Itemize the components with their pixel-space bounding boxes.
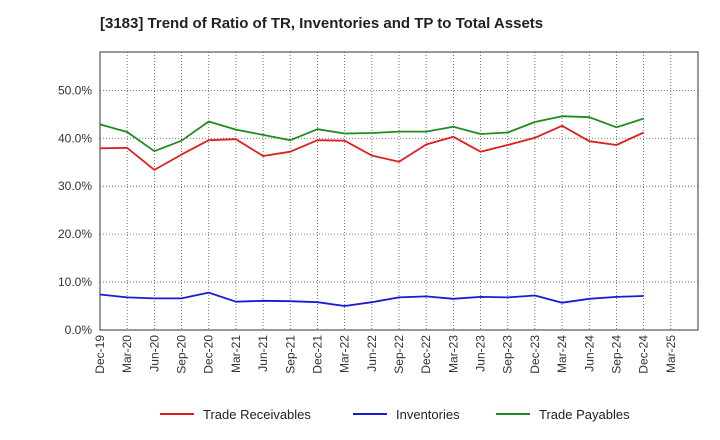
y-tick-label: 10.0%	[58, 275, 92, 289]
x-tick-label: Sep-23	[501, 335, 515, 374]
x-tick-label: Sep-22	[392, 335, 406, 374]
x-axis: Dec-19 Mar-20 Jun-20 Sep-20 Dec-20 Mar-21 Jun-…	[93, 335, 678, 374]
legend-label-inventories: Inventories	[396, 407, 460, 422]
x-tick-label: Dec-19	[93, 335, 107, 374]
series-line-trade-receivables	[99, 124, 644, 171]
series-line-trade-payables	[99, 115, 644, 153]
series-line-inventories	[99, 291, 644, 307]
x-tick-label: Dec-21	[310, 335, 324, 374]
legend: Trade Receivables Inventories Trade Payabl…	[160, 407, 630, 422]
x-tick-label: Jun-21	[256, 335, 270, 372]
x-tick-label: Jun-23	[474, 335, 488, 372]
legend-label-trade-payables: Trade Payables	[539, 407, 630, 422]
chart-title: [3183] Trend of Ratio of TR, Inventories…	[100, 15, 544, 32]
x-tick-label: Mar-24	[555, 335, 569, 373]
x-tick-label: Dec-20	[202, 335, 216, 374]
x-tick-label: Mar-22	[338, 335, 352, 373]
x-tick-label: Sep-20	[175, 335, 189, 374]
x-tick-label: Jun-24	[582, 335, 596, 372]
series-lines	[99, 115, 644, 307]
x-tick-label: Dec-23	[528, 335, 542, 374]
x-tick-label: Jun-20	[147, 335, 161, 372]
x-tick-label: Sep-21	[283, 335, 297, 374]
x-tick-label: Dec-22	[419, 335, 433, 374]
grid-lines	[100, 52, 698, 330]
x-tick-label: Dec-24	[637, 335, 651, 374]
x-tick-label: Mar-23	[446, 335, 460, 373]
x-tick-label: Mar-25	[664, 335, 678, 373]
y-axis: 0.0% 10.0% 20.0% 30.0% 40.0% 50.0%	[58, 83, 92, 337]
y-tick-label: 30.0%	[58, 179, 92, 193]
x-tick-label: Jun-22	[365, 335, 379, 372]
y-tick-label: 50.0%	[58, 83, 92, 97]
x-tick-label: Sep-24	[609, 335, 623, 374]
y-tick-label: 40.0%	[58, 131, 92, 145]
x-tick-label: Mar-20	[120, 335, 134, 373]
y-tick-label: 0.0%	[65, 323, 93, 337]
legend-label-trade-receivables: Trade Receivables	[203, 407, 311, 422]
y-tick-label: 20.0%	[58, 227, 92, 241]
x-tick-label: Mar-21	[229, 335, 243, 373]
